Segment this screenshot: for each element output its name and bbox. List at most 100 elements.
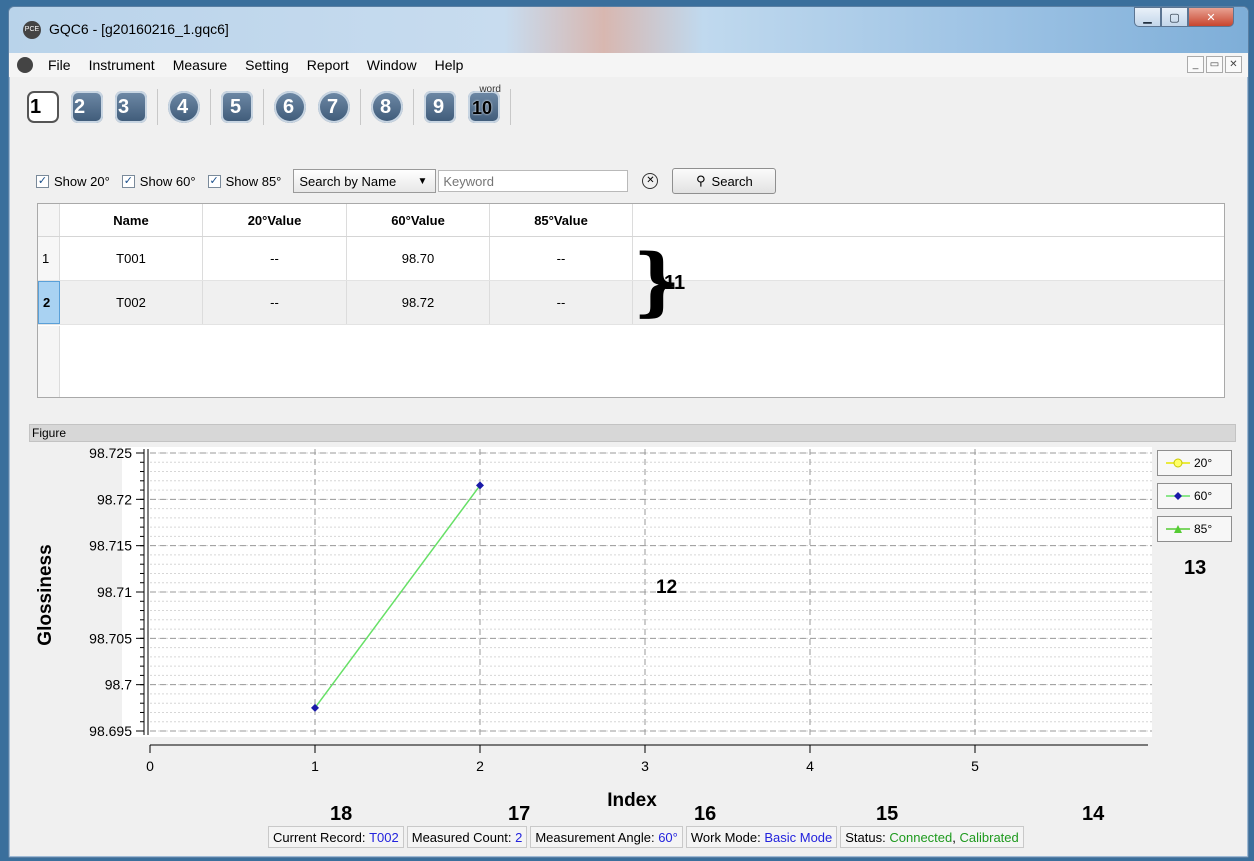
show-20-checkbox[interactable]: ✓ Show 20° [36, 174, 110, 189]
menu-setting[interactable]: Setting [245, 57, 289, 73]
legend-label: 20° [1194, 456, 1213, 470]
row-header-filler [38, 326, 60, 397]
y-tick-label: 98.695 [89, 723, 132, 739]
x-tick-label: 5 [971, 758, 979, 774]
show-85-checkbox[interactable]: ✓ Show 85° [207, 173, 282, 189]
tool-number: 9 [433, 96, 445, 118]
legend-marker-circle-icon [1166, 458, 1190, 468]
legend-item-85[interactable]: 85° [1157, 516, 1232, 542]
toolbar: 1 2 3 4 5 6 7 8 [9, 77, 1248, 137]
show-60-label: Show 60° [139, 173, 196, 189]
measure-icon [221, 91, 253, 123]
x-axis-label: Index [607, 790, 657, 811]
corner-cell[interactable] [38, 204, 60, 236]
table-row[interactable]: 1 T001 -- 98.70 -- [38, 237, 1224, 281]
data-point [476, 481, 484, 490]
tool-number: 3 [118, 96, 130, 118]
checkbox-check-icon: ✓ [36, 174, 49, 188]
y-tick-label: 98.72 [97, 491, 132, 507]
column-header-60[interactable]: 60°Value [347, 204, 490, 236]
cell-20-value[interactable]: -- [203, 281, 347, 324]
column-header-20[interactable]: 20°Value [203, 204, 347, 236]
checkbox-check-icon: ✓ [121, 174, 135, 188]
cell-name[interactable]: T001 [60, 237, 203, 280]
connect-button[interactable]: 4 [165, 88, 203, 126]
title-bar: PCE GQC6 - [g20160216_1.gqc6] ▁ ▢ ✕ [9, 7, 1248, 53]
cell-20-value[interactable]: -- [203, 237, 347, 280]
mode-label: Work Mode: [690, 829, 761, 845]
show-20-label: Show 20° [54, 173, 110, 189]
export-word-icon [468, 91, 500, 123]
app-logo-icon: PCE [23, 21, 41, 39]
settings-button[interactable]: 6 [271, 88, 309, 126]
doc-minimize-button[interactable]: _ [1187, 56, 1204, 73]
table-row[interactable]: 2 T002 -- 98.72 -- [38, 281, 1224, 325]
x-tick-label: 0 [146, 758, 154, 774]
status-measured-count: Measured Count: 2 [406, 826, 528, 848]
menu-report[interactable]: Report [306, 57, 349, 73]
keyword-input[interactable] [438, 170, 629, 192]
print-button[interactable]: 9 [421, 88, 459, 126]
tool-number: 5 [230, 96, 242, 118]
save-file-button[interactable]: 3 [112, 88, 150, 126]
export-word-button[interactable]: word 10 [465, 84, 503, 126]
close-button[interactable]: ✕ [1188, 7, 1234, 27]
legend-item-60[interactable]: 60° [1157, 483, 1232, 509]
annotation-15: 15 [876, 803, 899, 825]
menu-file[interactable]: File [48, 57, 71, 73]
open-file-button[interactable]: 2 [68, 88, 106, 126]
new-file-button[interactable]: 1 [24, 88, 62, 126]
cell-60-value[interactable]: 98.70 [347, 237, 490, 280]
checkbox-check-icon: ✓ [207, 174, 221, 188]
cell-60-value[interactable]: 98.72 [347, 281, 490, 324]
toolbar-separator [157, 89, 158, 125]
print-icon [424, 91, 456, 123]
window-controls: ▁ ▢ ✕ [1134, 7, 1234, 27]
minimize-button[interactable]: ▁ [1134, 7, 1161, 27]
y-axis-label: Glossiness [35, 544, 56, 645]
cell-85-value[interactable]: -- [490, 281, 633, 324]
tool-number: 2 [74, 96, 86, 118]
measure-button[interactable]: 5 [218, 88, 256, 126]
legend-item-20[interactable]: 20° [1157, 450, 1232, 476]
tool-number: 7 [327, 96, 339, 118]
show-60-checkbox[interactable]: ✓ Show 60° [121, 173, 196, 189]
refresh-icon [371, 91, 403, 123]
search-button[interactable]: ⚲ Search [672, 168, 777, 194]
angle-label: Measurement Angle: [535, 829, 655, 845]
glossiness-chart: 98.695 98.7 98.705 98.71 98.715 98.72 98.725 0 1… [35, 445, 1152, 811]
clear-icon[interactable]: ✕ [642, 173, 659, 189]
menu-help[interactable]: Help [434, 57, 464, 73]
row-index[interactable]: 2 [38, 281, 60, 324]
search-mode-select[interactable]: Search by Name ▼ [293, 169, 437, 193]
data-point [311, 703, 319, 712]
doc-close-button[interactable]: ✕ [1225, 56, 1242, 73]
refresh-button[interactable]: 8 [368, 88, 406, 126]
document-icon[interactable] [17, 57, 33, 73]
maximize-button[interactable]: ▢ [1161, 7, 1188, 27]
menu-instrument[interactable]: Instrument [88, 57, 155, 73]
tool-number: 8 [380, 96, 392, 118]
status-bar: Current Record: T002 Measured Count: 2 M… [268, 826, 1024, 850]
show-85-label: Show 85° [225, 173, 282, 189]
row-index[interactable]: 1 [38, 237, 60, 280]
annotation-11: 11 [664, 272, 686, 294]
doc-restore-button[interactable]: ▭ [1206, 56, 1223, 73]
column-header-85[interactable]: 85°Value [490, 204, 633, 236]
y-tick-label: 98.715 [89, 538, 132, 554]
cell-name[interactable]: T002 [60, 281, 203, 324]
series-line [314, 484, 481, 709]
calibrate-button[interactable]: 7 [315, 88, 353, 126]
records-table: Name 20°Value 60°Value 85°Value 1 T001 -… [37, 203, 1225, 398]
menu-window[interactable]: Window [366, 57, 417, 73]
mode-value: Basic Mode [764, 829, 833, 845]
status-calibrated: Calibrated [959, 829, 1019, 845]
status-separator: , [952, 829, 956, 845]
legend-label: 85° [1194, 522, 1213, 536]
menu-measure[interactable]: Measure [172, 57, 228, 73]
tool-number: 10 [472, 98, 493, 118]
column-header-name[interactable]: Name [60, 204, 203, 236]
cell-85-value[interactable]: -- [490, 237, 633, 280]
measured-count-label: Measured Count: [411, 829, 512, 845]
status-connection: Status: Connected , Calibrated [840, 826, 1024, 848]
